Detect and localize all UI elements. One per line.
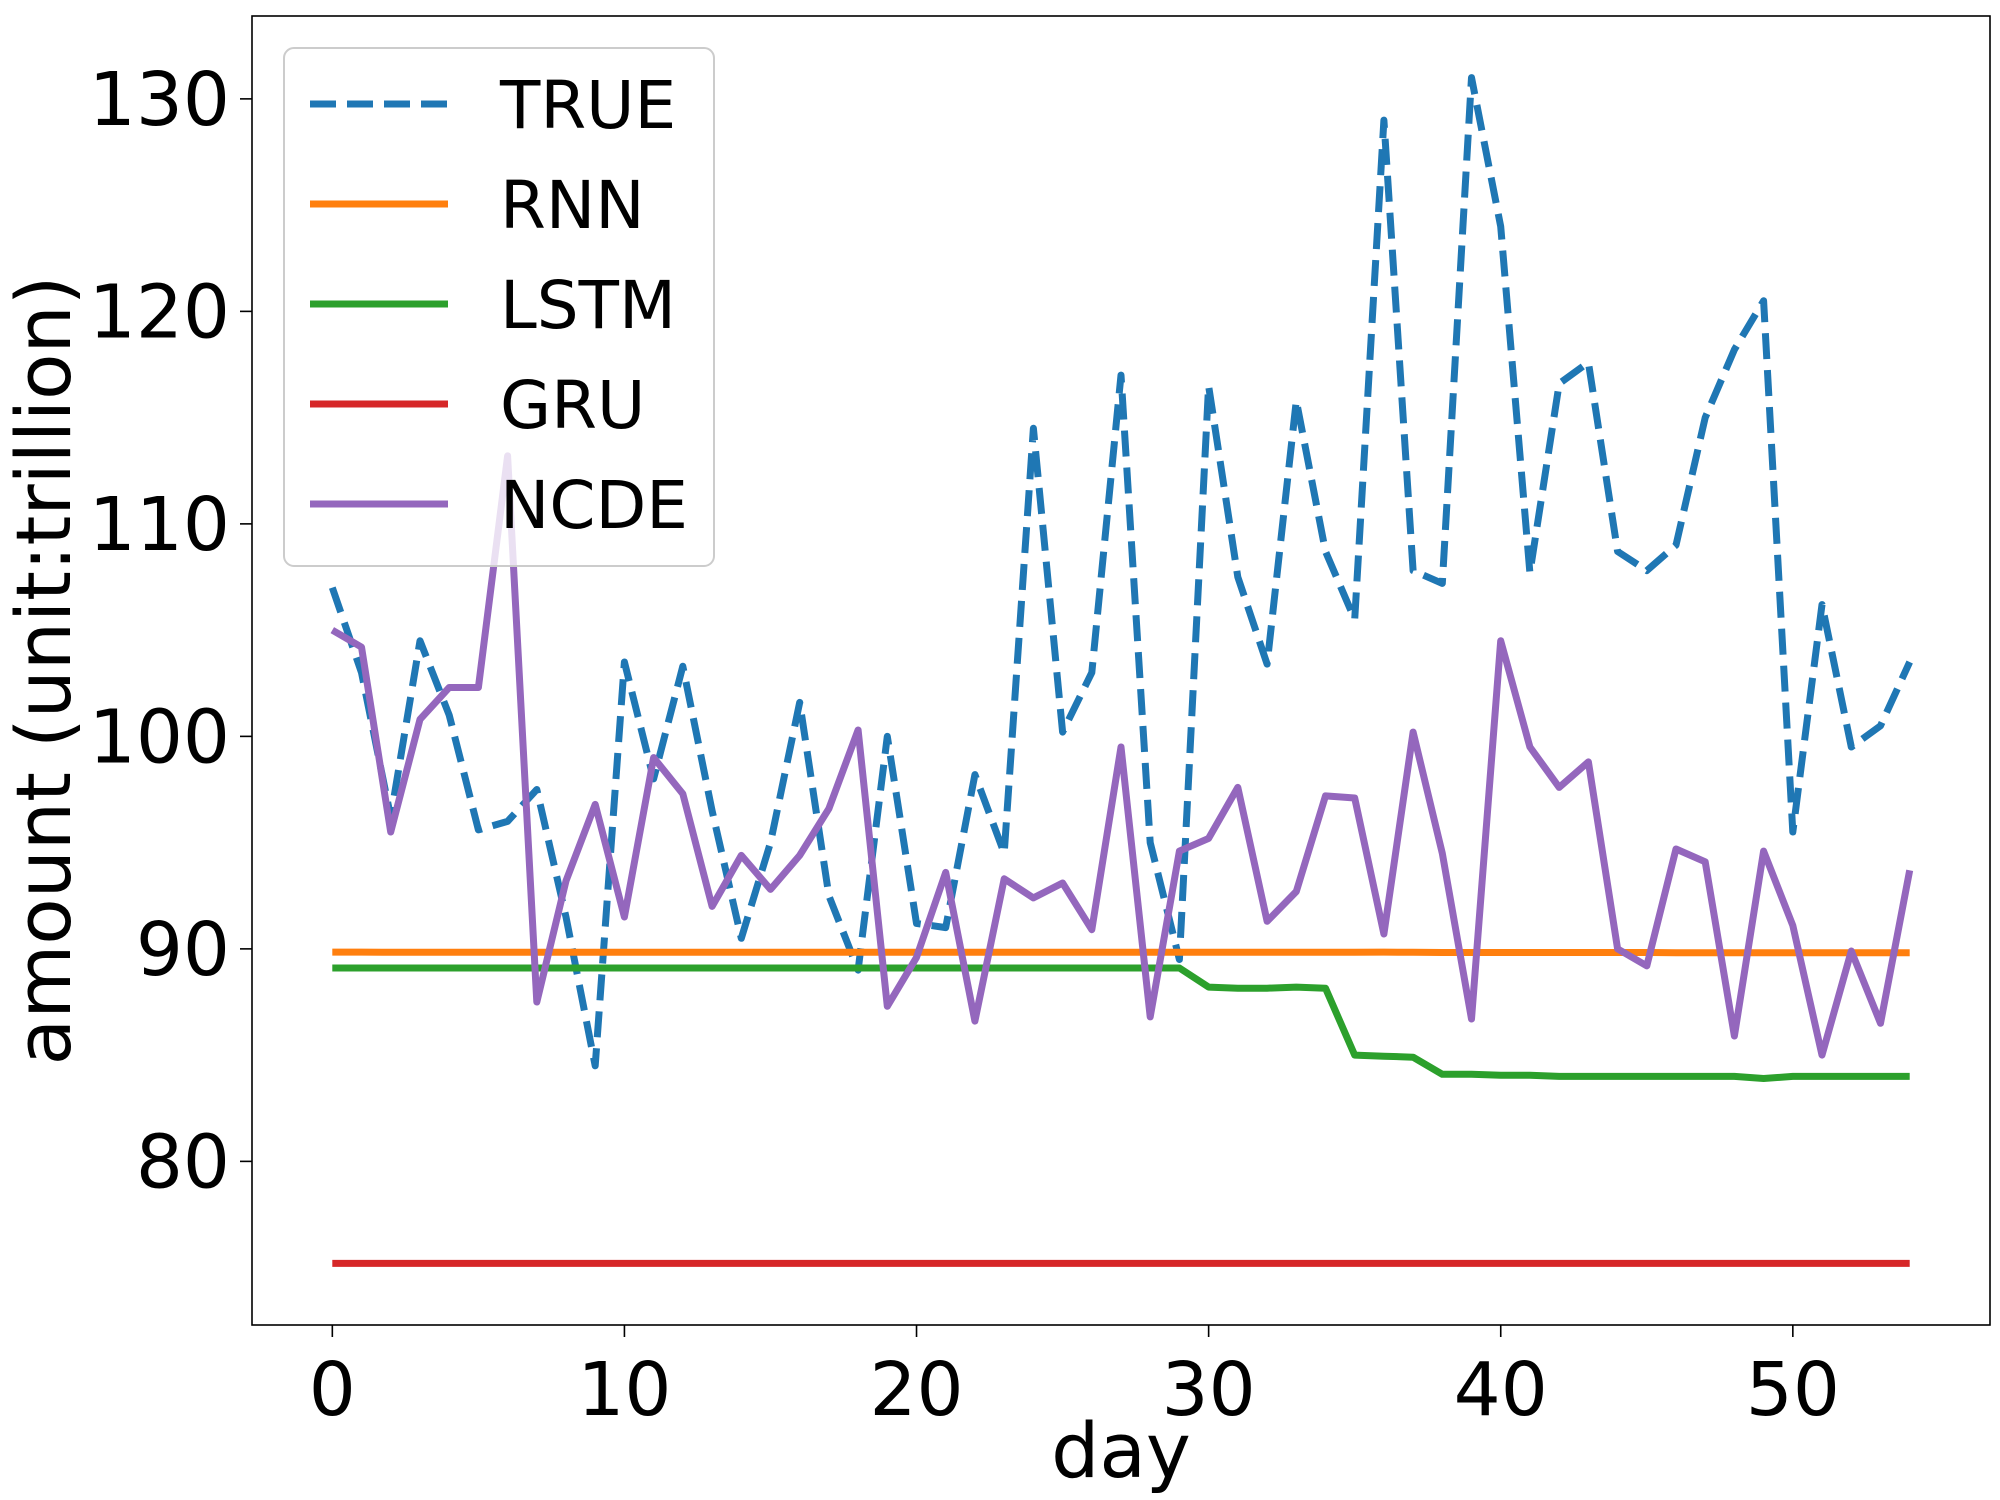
x-tick-label: 20 [869, 1347, 963, 1433]
legend-label-lstm: LSTM [500, 267, 676, 344]
legend-label-gru: GRU [500, 367, 645, 444]
y-tick-label: 90 [136, 907, 230, 993]
series-layer [328, 74, 1914, 1267]
legend-label-true: TRUE [499, 67, 676, 144]
x-axis-label: day [1051, 1406, 1191, 1495]
series-line-rnn [332, 948, 1910, 957]
legend-label-rnn: RNN [500, 167, 645, 244]
y-axis-label: amount (unit:trillion) [0, 276, 88, 1066]
x-tick-label: 0 [309, 1347, 356, 1433]
legend-label-ncde: NCDE [500, 467, 688, 544]
x-axis: 0 10 20 30 40 50 [309, 1325, 1840, 1433]
y-tick-label: 110 [89, 482, 230, 568]
series-line-ncde [330, 452, 1914, 1059]
x-tick-label: 10 [577, 1347, 671, 1433]
x-tick-label: 40 [1454, 1347, 1548, 1433]
series-line-true [328, 74, 1913, 1070]
legend-frame [283, 47, 715, 567]
y-tick-label: 120 [89, 269, 230, 355]
y-tick-label: 100 [89, 694, 230, 780]
y-tick-label: 80 [136, 1119, 230, 1205]
x-tick-label: 30 [1162, 1347, 1256, 1433]
series-line-lstm [332, 964, 1910, 1082]
y-axis: 80 90 100 110 120 130 [89, 57, 252, 1205]
x-tick-label: 50 [1746, 1347, 1840, 1433]
legend: TRUE RNN LSTM GRU NCDE [283, 47, 715, 567]
plot-area-frame [251, 15, 1991, 1326]
y-tick-label: 130 [89, 57, 230, 143]
